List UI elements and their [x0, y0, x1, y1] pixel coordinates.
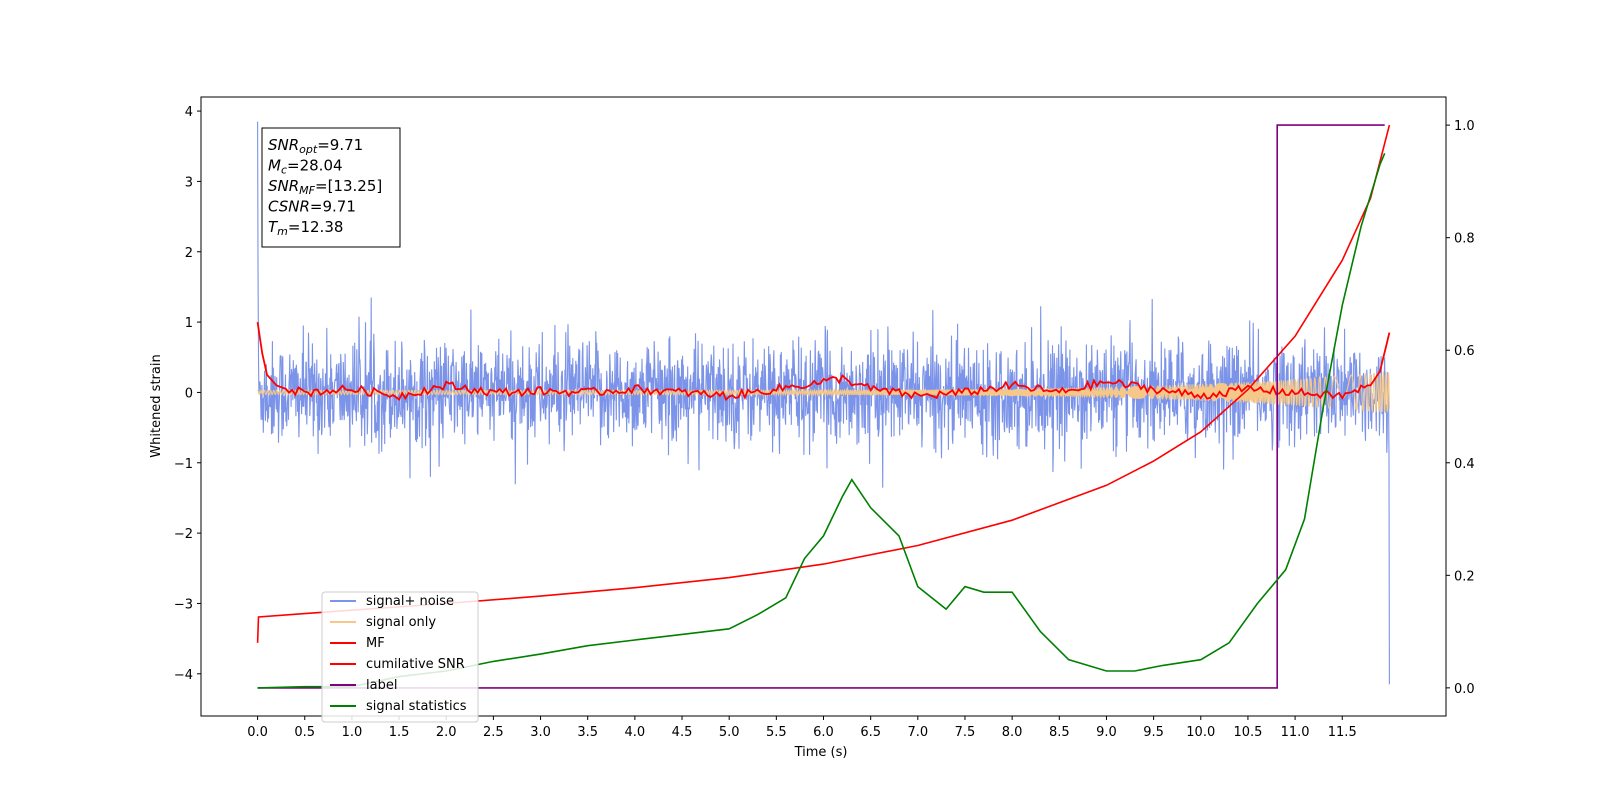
annotation-line: Mc=28.04 — [268, 157, 343, 177]
legend-label: signal statistics — [366, 699, 467, 714]
series-1-line — [257, 371, 1390, 414]
x-tick-label: 5.5 — [766, 725, 787, 740]
x-tick-label: 10.0 — [1186, 725, 1215, 740]
annotation-box: SNRopt=9.71Mc=28.04SNRMF=[13.25]CSNR=9.7… — [261, 127, 401, 248]
y-tick-label: 1 — [185, 316, 193, 331]
x-axis-label: Time (s) — [794, 745, 848, 760]
y2-tick-label: 1.0 — [1454, 119, 1475, 134]
series-5-line — [257, 152, 1386, 689]
y-tick-label: 0 — [185, 386, 193, 401]
annotation-line: Tm=12.38 — [268, 218, 343, 238]
annotation-line: CSNR=9.71 — [268, 198, 356, 216]
y-tick-label: −2 — [174, 527, 193, 542]
x-tick-label: 9.0 — [1096, 725, 1117, 740]
series-4-line — [257, 124, 1385, 689]
x-tick-label: 2.0 — [436, 725, 457, 740]
y2-tick-label: 0.6 — [1454, 344, 1475, 359]
x-tick-label: 2.5 — [483, 725, 504, 740]
x-tick-label: 5.0 — [719, 725, 740, 740]
y2-tick-label: 0.0 — [1454, 682, 1475, 697]
y-axis-label: Whitened strain — [149, 354, 164, 457]
y-tick-label: 4 — [185, 105, 193, 120]
y-tick-label: −3 — [174, 597, 193, 612]
legend-label: signal+ noise — [366, 594, 454, 609]
x-tick-label: 11.5 — [1328, 725, 1357, 740]
legend-label: cumilative SNR — [366, 657, 465, 672]
y-tick-label: 2 — [185, 246, 193, 261]
x-tick-label: 9.5 — [1143, 725, 1164, 740]
x-tick-label: 7.0 — [907, 725, 928, 740]
series-2-line — [256, 321, 1391, 402]
x-tick-label: 4.0 — [625, 725, 646, 740]
y-tick-label: −4 — [174, 668, 193, 683]
annotation-line: SNRMF=[13.25] — [268, 177, 382, 197]
y2-tick-label: 0.8 — [1454, 232, 1475, 247]
x-tick-label: 11.0 — [1281, 725, 1310, 740]
x-tick-label: 8.5 — [1049, 725, 1070, 740]
x-tick-label: 0.0 — [247, 725, 268, 740]
legend-label: signal only — [366, 615, 436, 630]
y-tick-label: −1 — [174, 457, 193, 472]
x-tick-label: 7.5 — [955, 725, 976, 740]
x-tick-label: 3.0 — [530, 725, 551, 740]
annotation-line: SNRopt=9.71 — [268, 136, 363, 156]
x-tick-label: 1.5 — [389, 725, 410, 740]
y-tick-label: 3 — [185, 175, 193, 190]
legend: signal+ noise signal only MF cumilative SNR… — [321, 591, 479, 723]
x-tick-label: 3.5 — [577, 725, 598, 740]
legend-label: label — [366, 678, 397, 693]
x-tick-label: 4.5 — [672, 725, 693, 740]
x-tick-label: 1.0 — [342, 725, 363, 740]
y2-tick-label: 0.4 — [1454, 457, 1475, 472]
y2-tick-label: 0.2 — [1454, 569, 1475, 584]
x-tick-label: 6.0 — [813, 725, 834, 740]
x-tick-label: 0.5 — [294, 725, 315, 740]
x-tick-label: 6.5 — [860, 725, 881, 740]
legend-label: MF — [366, 636, 385, 651]
x-tick-label: 10.5 — [1233, 725, 1262, 740]
x-tick-label: 8.0 — [1002, 725, 1023, 740]
